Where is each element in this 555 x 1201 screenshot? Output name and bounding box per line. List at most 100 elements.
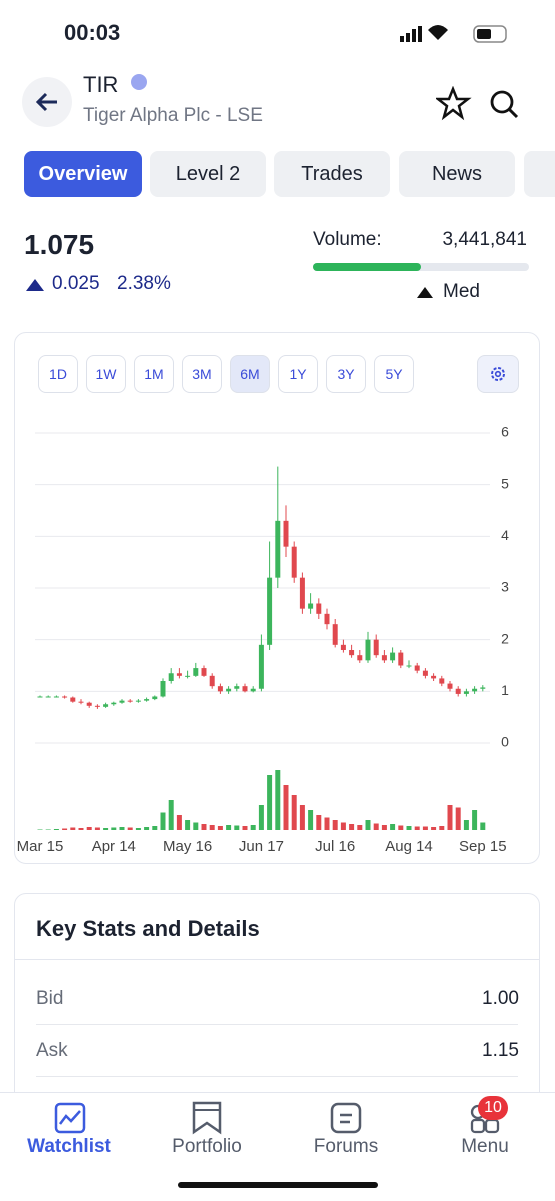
- candle-body: [308, 603, 314, 609]
- header-actions[interactable]: [436, 86, 526, 122]
- nav-item[interactable]: Portfolio: [172, 1136, 242, 1157]
- tab[interactable]: Level 2: [150, 151, 266, 197]
- candle-body: [193, 668, 199, 676]
- candle-body: [472, 688, 478, 692]
- volume-bar: [275, 770, 281, 830]
- tab[interactable]: Trades: [274, 151, 390, 197]
- x-tick-label: Mar 15: [17, 838, 64, 855]
- volume-bar: [45, 829, 51, 830]
- candle-body: [168, 673, 174, 681]
- volume-bar: [193, 822, 199, 830]
- candle-body: [390, 652, 396, 661]
- range-button[interactable]: 3Y: [326, 355, 366, 393]
- volume-bar: [349, 824, 355, 830]
- candle-body: [135, 700, 141, 702]
- volume-bar: [86, 827, 92, 830]
- up-arrow: [26, 279, 44, 291]
- volume-bar: [340, 822, 346, 830]
- nav-item[interactable]: Forums: [313, 1136, 379, 1157]
- volume-bar: [78, 828, 84, 830]
- x-tick-label: Apr 14: [92, 838, 136, 855]
- company-name: Tiger Alpha Plc - LSE: [83, 105, 263, 126]
- divider: [36, 1024, 518, 1025]
- range-button[interactable]: 6M: [230, 355, 270, 393]
- candle-body: [185, 675, 191, 677]
- range-button[interactable]: 3M: [182, 355, 222, 393]
- volume-bar: [316, 815, 322, 830]
- back-button[interactable]: [22, 77, 72, 127]
- symbol: TIR: [83, 72, 119, 97]
- candle-body: [283, 520, 289, 547]
- volume-bar: [242, 826, 248, 830]
- candle-body: [226, 688, 232, 692]
- stats-value: 1.15: [482, 1040, 519, 1061]
- candle-body: [62, 696, 68, 698]
- nav-item[interactable]: Watchlist: [27, 1136, 111, 1157]
- stats-title: Key Stats and Details: [36, 916, 260, 941]
- status-time: 00:03: [64, 20, 121, 45]
- volume-bar: [324, 817, 330, 830]
- candle-body: [160, 681, 166, 697]
- candle-body: [152, 696, 158, 700]
- candle-body: [250, 688, 256, 692]
- nav-item[interactable]: Menu: [461, 1136, 509, 1157]
- candle-body: [291, 546, 297, 578]
- candle-body: [45, 696, 51, 698]
- range-button[interactable]: 1W: [86, 355, 126, 393]
- y-tick-label: 1: [501, 682, 509, 698]
- volume-bar: [406, 826, 412, 830]
- y-tick-label: 6: [501, 424, 509, 440]
- candle-body: [406, 665, 412, 667]
- candle-body: [53, 696, 59, 698]
- volume-bar: [53, 829, 59, 830]
- volume-bar: [127, 827, 133, 830]
- volume-bar: [111, 827, 117, 830]
- volume-bar: [357, 825, 363, 830]
- candle-body: [127, 700, 133, 702]
- tab[interactable]: News: [399, 151, 515, 197]
- volume-bar: [472, 810, 478, 830]
- candle-body: [111, 702, 117, 705]
- stats-label: Ask: [36, 1040, 68, 1061]
- stats-value: 1.00: [482, 988, 519, 1009]
- tab[interactable]: Overview: [24, 151, 142, 197]
- range-button[interactable]: 1M: [134, 355, 174, 393]
- volume-bar: [201, 824, 207, 830]
- chart-card: [14, 332, 540, 864]
- candle-body: [340, 644, 346, 650]
- volume-bar: [160, 812, 166, 830]
- range-button[interactable]: 1D: [38, 355, 78, 393]
- volume-bar: [103, 828, 109, 830]
- volume-bar: [373, 823, 379, 830]
- volume-bar: [463, 820, 469, 830]
- change: 0.025: [52, 273, 100, 294]
- volume-label: Volume:: [313, 229, 382, 250]
- candle-body: [217, 686, 223, 692]
- volume-bar: [291, 795, 297, 830]
- range-button[interactable]: 1Y: [278, 355, 318, 393]
- settings-button[interactable]: [477, 355, 519, 393]
- volume-bar: [234, 825, 240, 830]
- x-tick-label: May 16: [163, 838, 212, 855]
- home-indicator: [178, 1182, 378, 1188]
- tab-more[interactable]: [524, 151, 555, 197]
- volume-bar: [152, 826, 158, 830]
- candle-body: [398, 652, 404, 666]
- candle-body: [258, 644, 264, 689]
- volume-bar: [414, 826, 420, 830]
- volume-bar: [422, 826, 428, 830]
- range-button[interactable]: 5Y: [374, 355, 414, 393]
- volume-bar: [226, 825, 232, 830]
- candle-body: [422, 670, 428, 676]
- candle-body: [242, 686, 248, 692]
- y-tick-label: 2: [501, 630, 509, 646]
- candle-body: [349, 650, 355, 656]
- volume-bar: [480, 822, 486, 830]
- candle-body: [365, 639, 371, 661]
- volume-bar: [37, 829, 43, 830]
- candle-body: [70, 697, 76, 702]
- candle-body: [316, 603, 322, 614]
- x-tick-label: Jul 16: [315, 838, 355, 855]
- candle-body: [267, 577, 273, 645]
